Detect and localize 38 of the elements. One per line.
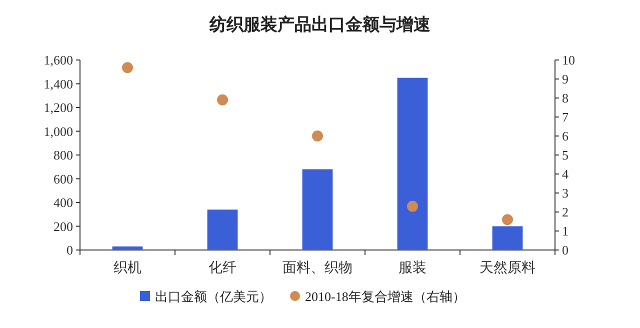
y2-tick-label: 10	[562, 52, 575, 68]
y2-tick-label: 6	[562, 128, 569, 144]
y2-tick-label: 8	[562, 90, 568, 106]
legend-label: 2010-18年复合增速（右轴）	[305, 289, 466, 304]
x-tick-label: 天然原料	[480, 260, 536, 276]
y-tick-label: 1,200	[44, 100, 73, 115]
y2-tick-label: 7	[562, 110, 569, 124]
point	[122, 62, 133, 74]
y-tick-label: 600	[54, 171, 73, 186]
y2-tick-label: 3	[562, 186, 568, 200]
x-tick-label: 化纤	[208, 260, 236, 276]
bar	[492, 226, 523, 250]
y-tick-label: 400	[54, 195, 73, 210]
y2-tick-label: 5	[562, 148, 568, 162]
y-tick-label: 800	[54, 148, 73, 162]
y2-tick-label: 2	[562, 204, 568, 220]
point	[312, 130, 323, 142]
y2-tick-label: 0	[562, 242, 568, 258]
y-tick-label: 0	[66, 242, 73, 258]
x-tick-label: 服装	[398, 260, 426, 276]
bar	[302, 169, 333, 250]
bar	[397, 78, 428, 250]
point	[407, 200, 418, 212]
bar	[207, 210, 238, 250]
x-tick-label: 面料、织物	[282, 260, 352, 276]
x-tick-label: 织机	[114, 260, 142, 276]
point	[217, 94, 228, 106]
point	[502, 214, 513, 226]
chart-title: 纺织服装产品出口金额与增速	[208, 15, 430, 34]
y2-tick-label: 1	[562, 224, 568, 238]
y-tick-label: 1,600	[44, 52, 73, 68]
y-tick-label: 1,400	[44, 76, 73, 92]
y-tick-label: 200	[54, 218, 73, 234]
y-tick-label: 1,000	[44, 124, 73, 139]
legend-label: 出口金额（亿美元）	[155, 289, 272, 304]
y2-tick-label: 9	[562, 72, 568, 86]
y2-tick-label: 4	[562, 166, 569, 182]
bar	[112, 246, 143, 250]
